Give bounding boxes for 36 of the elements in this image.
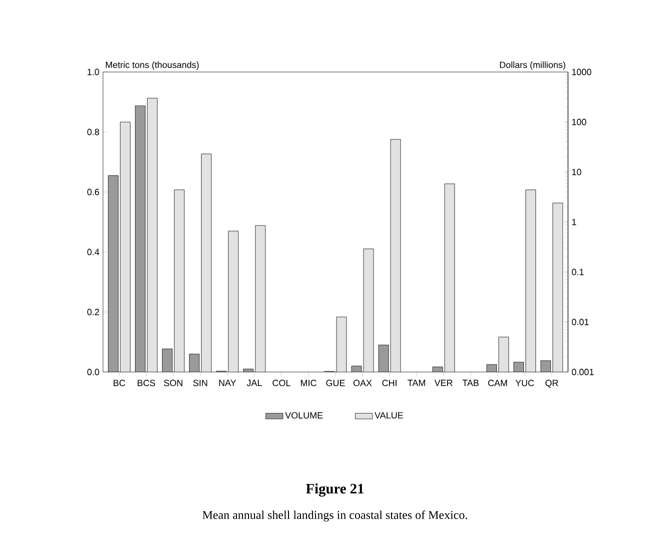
y2-tick-label: 100 <box>572 118 586 126</box>
y2-tick-label: 1000 <box>572 68 592 76</box>
y2-tick-label: 10 <box>572 168 582 176</box>
x-tick-label: TAB <box>462 380 479 386</box>
x-tick-label: MIC <box>300 380 316 386</box>
y-tick-label: 0.4 <box>87 248 100 256</box>
y2-tick-label: 0.001 <box>572 368 594 376</box>
x-tick-label: CAM <box>488 380 507 386</box>
x-tick-label: COL <box>272 380 290 386</box>
y2-axis-title: Dollars (millions) <box>500 61 566 70</box>
y-axis-title: Metric tons (thousands) <box>106 61 199 70</box>
y2-tick-label: 0.01 <box>572 318 589 326</box>
y-tick-label: 0.8 <box>87 128 100 136</box>
y2-tick-label: 0.1 <box>572 268 584 276</box>
legend-label: VOLUME <box>285 412 323 419</box>
y-tick-label: 0.6 <box>87 188 100 196</box>
x-tick-label: CHI <box>382 380 396 386</box>
x-tick-label: VER <box>434 380 452 386</box>
x-tick-label: YUC <box>515 380 534 386</box>
x-tick-label: BC <box>114 380 126 386</box>
x-tick-label: NAY <box>219 380 236 386</box>
legend-label: VALUE <box>374 412 404 419</box>
x-tick-label: GUE <box>326 380 345 386</box>
y-tick-label: 0.2 <box>87 308 100 316</box>
x-tick-label: BCS <box>138 380 156 386</box>
y-tick-label: 1.0 <box>88 68 100 76</box>
y2-tick-label: 1 <box>572 218 576 226</box>
x-tick-label: OAX <box>353 380 372 386</box>
x-tick-label: SON <box>164 380 182 386</box>
x-tick-label: SIN <box>193 380 208 386</box>
text: Mean annual shell landings in coastal states of Mexico. <box>202 510 468 522</box>
x-tick-label: TAM <box>408 380 426 386</box>
y-tick-label: 0.0 <box>87 368 100 376</box>
text: Figure 21 <box>306 483 364 497</box>
x-tick-label: JAL <box>246 380 262 386</box>
x-tick-label: QR <box>545 380 558 388</box>
